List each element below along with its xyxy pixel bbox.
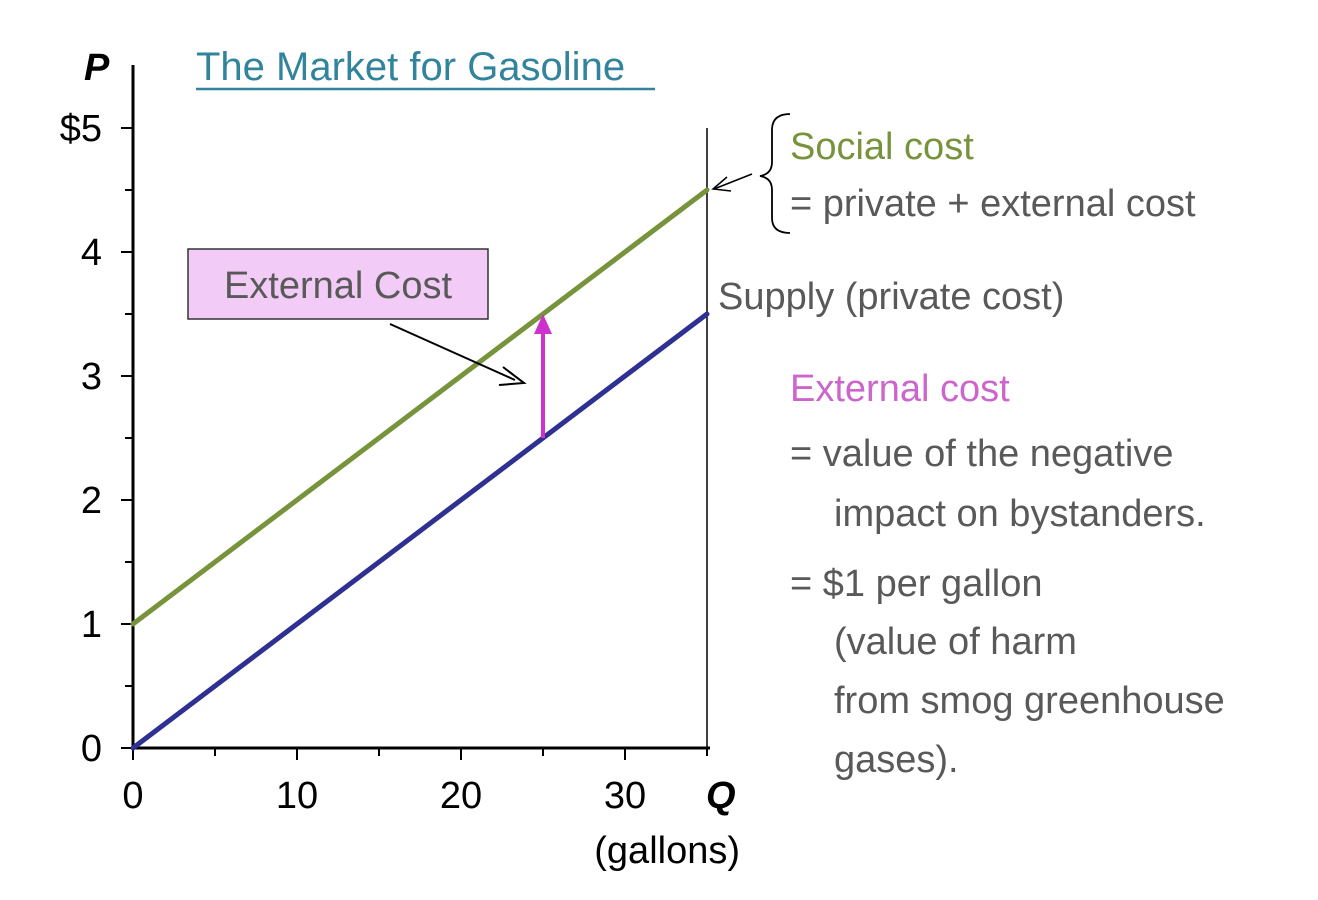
social-cost-pointer-head — [711, 176, 732, 192]
y-ticks: 0 1 2 3 4 $5 — [60, 108, 133, 770]
external-cost-arrow — [534, 314, 552, 438]
x-tick-label: 0 — [122, 775, 143, 817]
social-cost-pointer — [713, 173, 753, 190]
x-tick-label: 20 — [440, 775, 482, 817]
y-tick-label: 1 — [81, 604, 102, 646]
x-axis-unit: (gallons) — [594, 830, 740, 872]
external-cost-line-4: (value of harm — [834, 621, 1077, 663]
external-cost-box — [187, 248, 489, 320]
x-axis-label: Q — [706, 775, 736, 817]
external-cost-box-label: External Cost — [224, 265, 453, 307]
social-cost-line — [130, 187, 710, 627]
external-cost-arrow-head — [534, 314, 552, 334]
y-tick-label: $5 — [60, 108, 102, 150]
social-cost-title: Social cost — [790, 126, 974, 168]
supply-line — [130, 311, 710, 751]
external-cost-pointer-head — [498, 366, 527, 386]
social-cost-definition: = private + external cost — [790, 183, 1196, 225]
external-cost-line-1: = value of the negative — [790, 433, 1173, 475]
external-cost-line-5: from smog greenhouse — [834, 680, 1225, 722]
x-ticks: 0 10 20 30 — [122, 748, 708, 817]
series-layer — [130, 187, 710, 751]
external-cost-line-6: gases). — [834, 739, 959, 781]
y-tick-label: 3 — [81, 356, 102, 398]
external-cost-title: External cost — [790, 368, 1010, 410]
y-tick-label: 2 — [81, 480, 102, 522]
x-tick-label: 30 — [604, 775, 646, 817]
social-cost-brace — [759, 113, 791, 234]
external-cost-line-2: impact on bystanders. — [834, 493, 1206, 535]
supply-label: Supply (private cost) — [718, 276, 1064, 318]
external-cost-line-3: = $1 per gallon — [790, 563, 1042, 605]
y-axis-label: P — [84, 47, 110, 89]
external-cost-pointer — [389, 323, 516, 381]
chart-title: The Market for Gasoline — [196, 45, 625, 89]
y-tick-label: 0 — [81, 728, 102, 770]
x-tick-label: 10 — [276, 775, 318, 817]
y-tick-label: 4 — [81, 232, 102, 274]
